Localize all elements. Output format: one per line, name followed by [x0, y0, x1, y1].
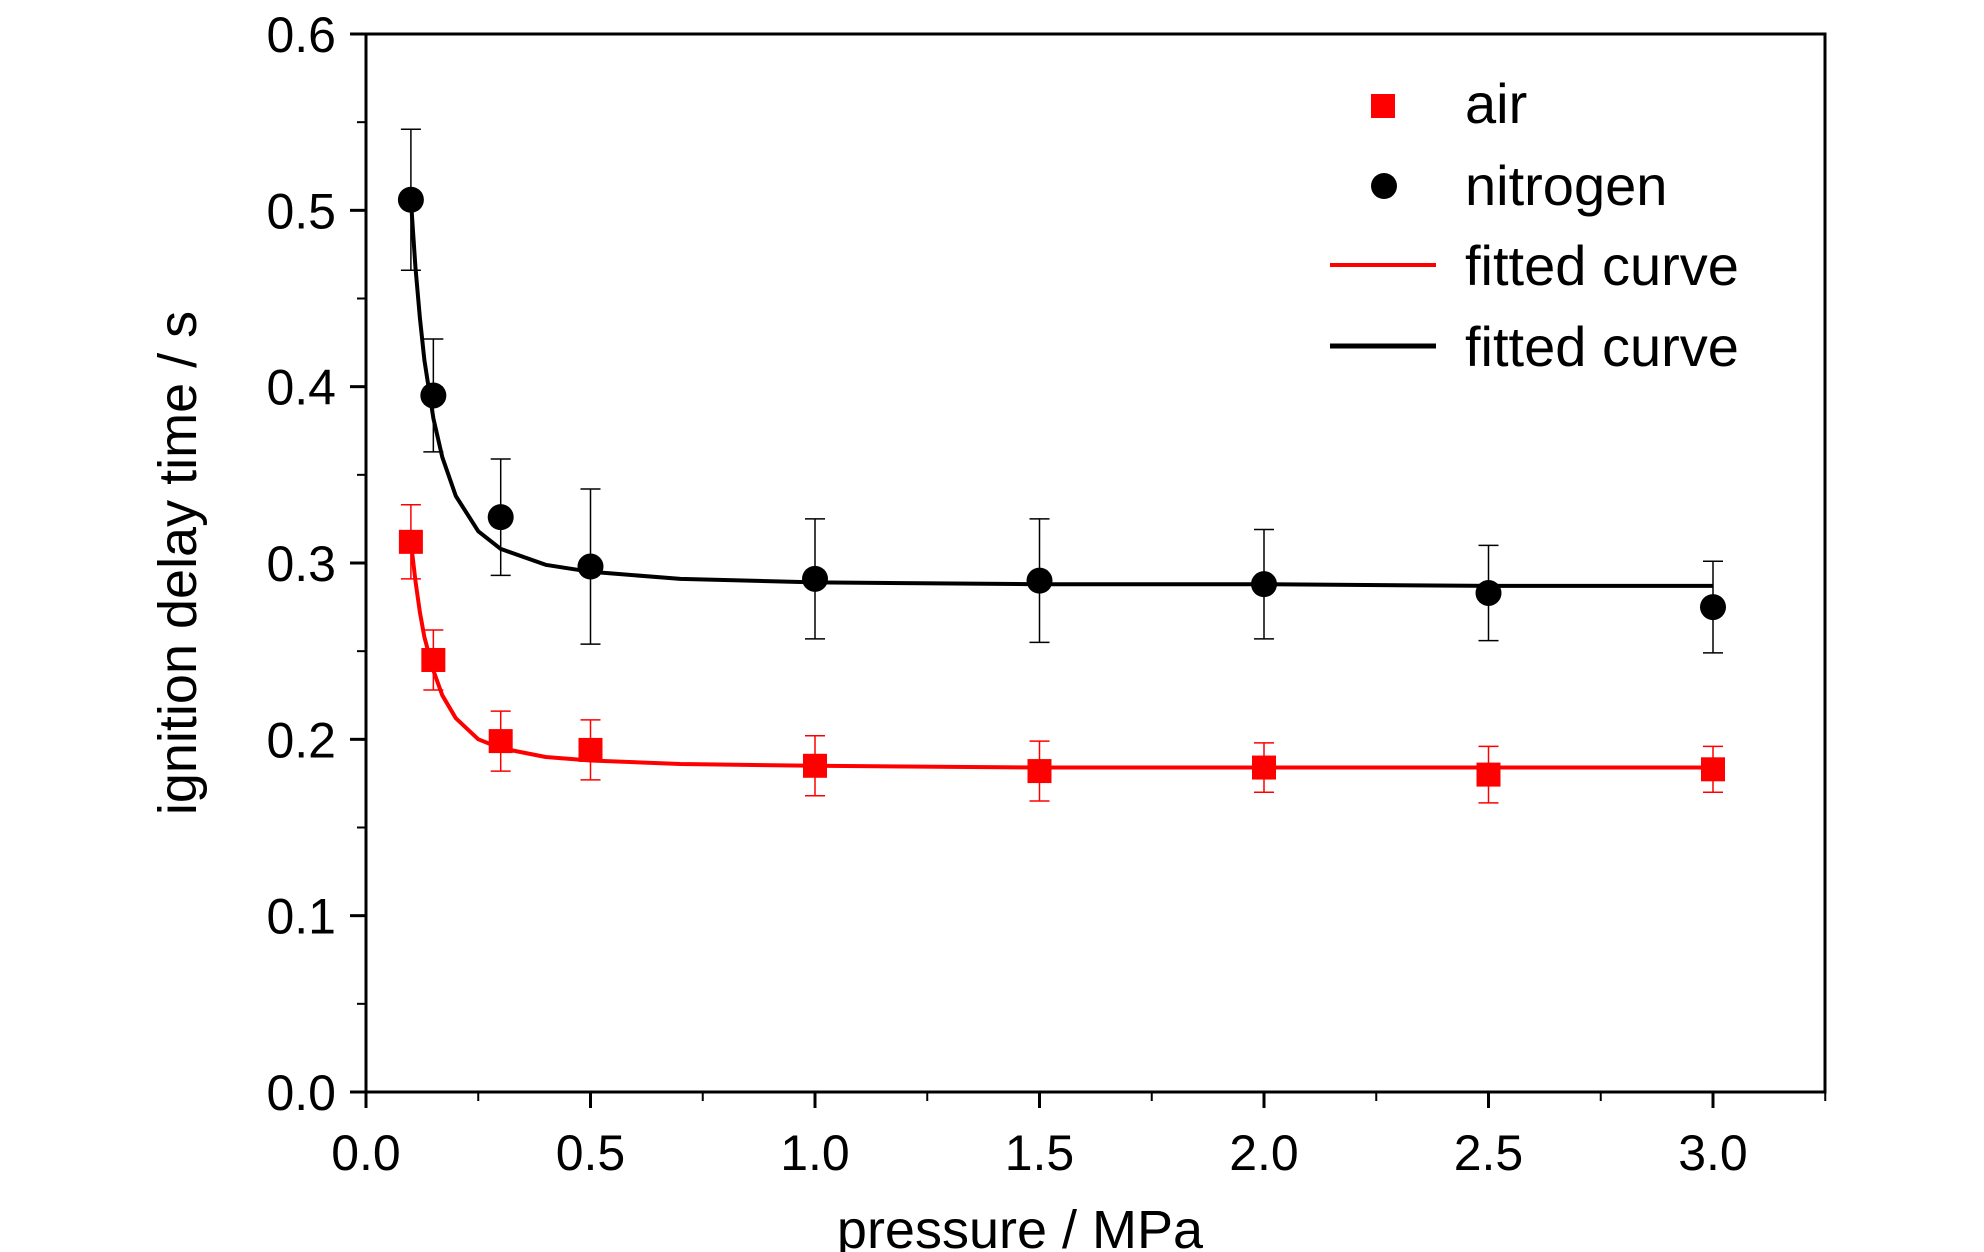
y-tick-label: 0.3 — [266, 536, 336, 592]
data-point-nitrogen — [1475, 579, 1502, 606]
data-points — [397, 186, 1726, 787]
data-point-air — [488, 729, 513, 754]
data-point-air — [578, 737, 603, 762]
data-point-air — [398, 529, 423, 554]
data-point-nitrogen — [397, 186, 424, 213]
data-point-nitrogen — [420, 382, 447, 409]
x-tick-label: 1.5 — [1005, 1125, 1075, 1181]
y-tick-label: 0.4 — [266, 360, 336, 416]
data-point-air — [1252, 755, 1276, 780]
y-tick-label: 0.5 — [266, 183, 336, 239]
legend-label-red-fit: fitted curve — [1465, 234, 1739, 297]
data-point-nitrogen — [802, 565, 828, 592]
x-tick-label: 2.0 — [1229, 1125, 1299, 1181]
legend-label-nitrogen: nitrogen — [1465, 154, 1667, 217]
x-tick-label: 2.5 — [1454, 1125, 1524, 1181]
x-tick-label: 1.0 — [780, 1125, 850, 1181]
data-point-air — [421, 647, 446, 672]
data-point-air — [1027, 759, 1052, 784]
data-point-nitrogen — [1026, 567, 1053, 594]
y-tick-label: 0.6 — [266, 7, 336, 63]
data-point-air — [1476, 762, 1501, 787]
x-tick-label: 0.0 — [331, 1125, 401, 1181]
data-point-air — [1701, 757, 1725, 782]
data-point-nitrogen — [487, 504, 514, 531]
data-point-nitrogen — [1700, 594, 1726, 621]
x-axis-title: pressure / MPa — [837, 1200, 1204, 1252]
y-axis-title: ignition delay time / s — [148, 311, 208, 815]
data-point-nitrogen — [577, 553, 604, 580]
legend-marker-nitrogen — [1371, 173, 1397, 199]
legend-label-air: air — [1465, 72, 1527, 135]
legend: air nitrogen fitted curve fitted curve — [1330, 72, 1739, 378]
y-tick-label: 0.1 — [266, 889, 336, 945]
error-bars — [400, 128, 1723, 804]
tick-labels: 0.0 0.5 1.0 1.5 2.0 2.5 3.0 0.0 0.1 0.2 0.3 0.4 0.5 0… — [266, 7, 1747, 1181]
legend-marker-air — [1371, 94, 1395, 118]
y-tick-label: 0.0 — [266, 1065, 336, 1121]
legend-label-black-fit: fitted curve — [1465, 315, 1739, 378]
data-point-air — [803, 753, 827, 778]
x-tick-label: 3.0 — [1678, 1125, 1748, 1181]
y-tick-label: 0.2 — [266, 712, 336, 768]
data-point-nitrogen — [1251, 571, 1277, 598]
axis-ticks — [350, 32, 1827, 1108]
x-tick-label: 0.5 — [556, 1125, 626, 1181]
fitted-curve-2 — [408, 541, 1713, 770]
